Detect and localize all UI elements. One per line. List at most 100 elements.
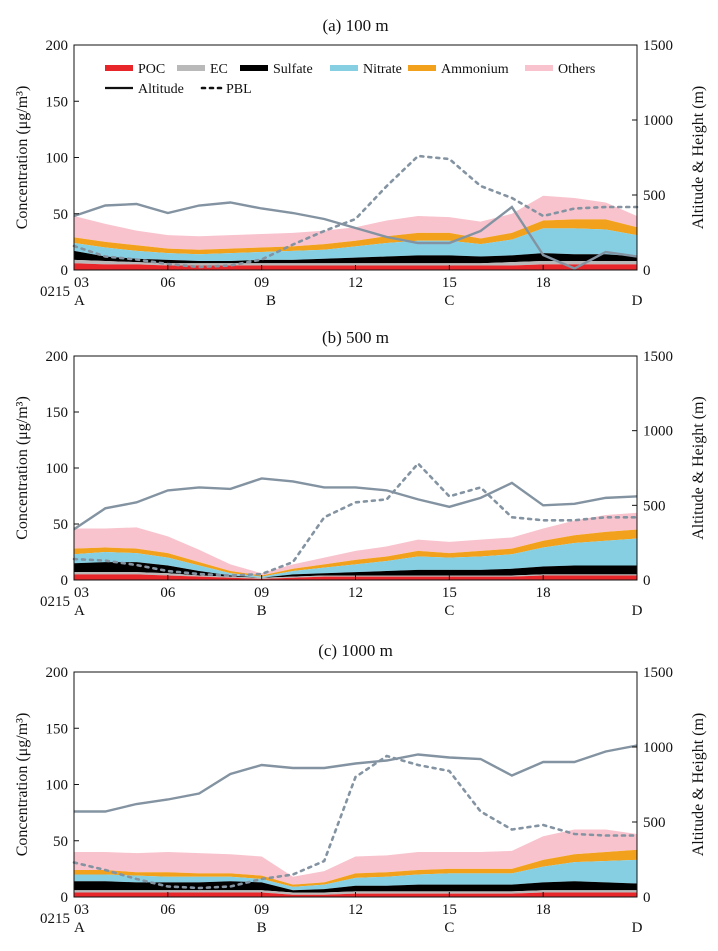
site-marker-label: A (74, 293, 85, 309)
y-tick-label: 150 (46, 405, 69, 421)
area-ammonium (74, 219, 637, 255)
y-tick-label: 200 (46, 349, 69, 365)
y-tick-label: 150 (46, 94, 69, 110)
site-marker-label: D (632, 920, 643, 936)
legend-swatch-others (525, 65, 553, 71)
y-tick-label: 0 (61, 263, 69, 279)
panel-title: (a) 100 m (322, 16, 388, 35)
legend-label-altitude: Altitude (138, 82, 184, 97)
y-tick-label: 100 (46, 151, 69, 167)
panel-1: (a) 100 m 0 50 100 150 200 0 500 1000 1500 03 06 09 1… (14, 16, 707, 309)
legend-swatch-nitrate (330, 65, 358, 71)
legend-label-ammonium: Ammonium (441, 62, 509, 77)
y-axis-label: Concentration (μg/m³) (14, 713, 31, 857)
x-tick-label: 18 (536, 275, 551, 291)
y2-tick-label: 0 (643, 573, 651, 589)
legend-label-nitrate: Nitrate (363, 62, 402, 77)
site-marker-label: A (74, 603, 85, 619)
x-tick-label: 06 (160, 902, 176, 918)
legend-swatch-ammonium (408, 65, 436, 71)
site-marker-label: B (257, 920, 267, 936)
site-marker-label: C (444, 603, 454, 619)
legend-label-poc: POC (138, 62, 165, 77)
area-others (74, 512, 637, 576)
x-tick-label: 15 (442, 275, 457, 291)
legend-label-sulfate: Sulfate (273, 62, 313, 77)
x-tick-label: 15 (442, 902, 457, 918)
site-marker-label: B (266, 293, 276, 309)
x-tick-label: 03 (74, 585, 89, 601)
y2-tick-label: 500 (643, 815, 666, 831)
pbl-line (72, 754, 639, 890)
pbl-line (72, 154, 639, 269)
site-marker-label: A (74, 920, 85, 936)
y2-tick-label: 1500 (643, 38, 673, 54)
site-marker-label: C (444, 293, 454, 309)
altitude-line (73, 477, 638, 531)
site-marker-label: D (632, 603, 643, 619)
area-nitrate (74, 538, 637, 578)
x-tick-label: 09 (254, 902, 269, 918)
legend-swatch-sulfate (240, 65, 268, 71)
site-marker-label: D (632, 293, 643, 309)
y2-tick-label: 0 (643, 890, 651, 906)
y-axis-label: Concentration (μg/m³) (14, 86, 31, 230)
x-tick-label: 18 (536, 902, 551, 918)
x-tick-label: 12 (348, 585, 363, 601)
y2-tick-label: 1500 (643, 349, 673, 365)
y2-tick-label: 0 (643, 263, 651, 279)
area-sulfate (74, 250, 637, 264)
x-tick-label: 09 (254, 275, 269, 291)
panel-title: (c) 1000 m (318, 641, 393, 660)
y2-tick-label: 1500 (643, 665, 673, 681)
altitude-line (73, 201, 638, 270)
y2-tick-label: 1000 (643, 113, 673, 129)
y-tick-label: 150 (46, 721, 69, 737)
y-tick-label: 50 (53, 834, 68, 850)
area-ec (74, 259, 637, 266)
panel-2: (b) 500 m 0 50 100 150 200 0 500 1000 1500 03 06 09 1… (14, 328, 707, 619)
altitude-line (74, 744, 638, 813)
site-marker-label: C (444, 920, 454, 936)
x-date-label: 0215 (40, 594, 70, 610)
pbl-line (72, 461, 639, 577)
x-tick-label: 15 (442, 585, 457, 601)
area-ammonium (74, 849, 637, 887)
x-tick-label: 12 (348, 275, 363, 291)
y-tick-label: 50 (53, 517, 68, 533)
x-tick-label: 09 (254, 585, 269, 601)
y2-tick-label: 500 (643, 498, 666, 514)
area-others (74, 195, 637, 250)
y2-axis-label: Altitude & Height (m) (690, 713, 707, 857)
legend-label-others: Others (558, 62, 595, 77)
x-tick-label: 03 (74, 275, 89, 291)
y-tick-label: 100 (46, 461, 69, 477)
y-axis-label: Concentration (μg/m³) (14, 396, 31, 540)
panel-title: (b) 500 m (322, 328, 389, 347)
y2-axis-label: Altitude & Height (m) (690, 396, 707, 540)
x-tick-label: 12 (348, 902, 363, 918)
y-tick-label: 200 (46, 665, 69, 681)
area-nitrate (74, 228, 637, 261)
y-tick-label: 100 (46, 778, 69, 794)
x-tick-label: 18 (536, 585, 551, 601)
area-sulfate (74, 881, 637, 893)
x-date-label: 0215 (40, 911, 70, 927)
site-marker-label: B (257, 603, 267, 619)
legend-label-ec: EC (210, 62, 228, 77)
legend-swatch-poc (105, 65, 133, 71)
legend: POC EC Sulfate Nitrate Ammonium Others Altitud… (105, 62, 595, 97)
x-tick-label: 06 (160, 275, 176, 291)
y2-tick-label: 1000 (643, 740, 673, 756)
y-tick-label: 200 (46, 38, 69, 54)
area-nitrate (74, 859, 637, 891)
x-tick-label: 06 (160, 585, 176, 601)
legend-swatch-ec (177, 65, 205, 71)
x-tick-label: 03 (74, 902, 89, 918)
area-sulfate (74, 562, 637, 578)
y2-tick-label: 500 (643, 188, 666, 204)
y-tick-label: 0 (61, 890, 69, 906)
y2-axis-label: Altitude & Height (m) (690, 86, 707, 230)
panel-3: (c) 1000 m 0 50 100 150 200 0 500 1000 1500 03 06 09… (14, 641, 707, 936)
